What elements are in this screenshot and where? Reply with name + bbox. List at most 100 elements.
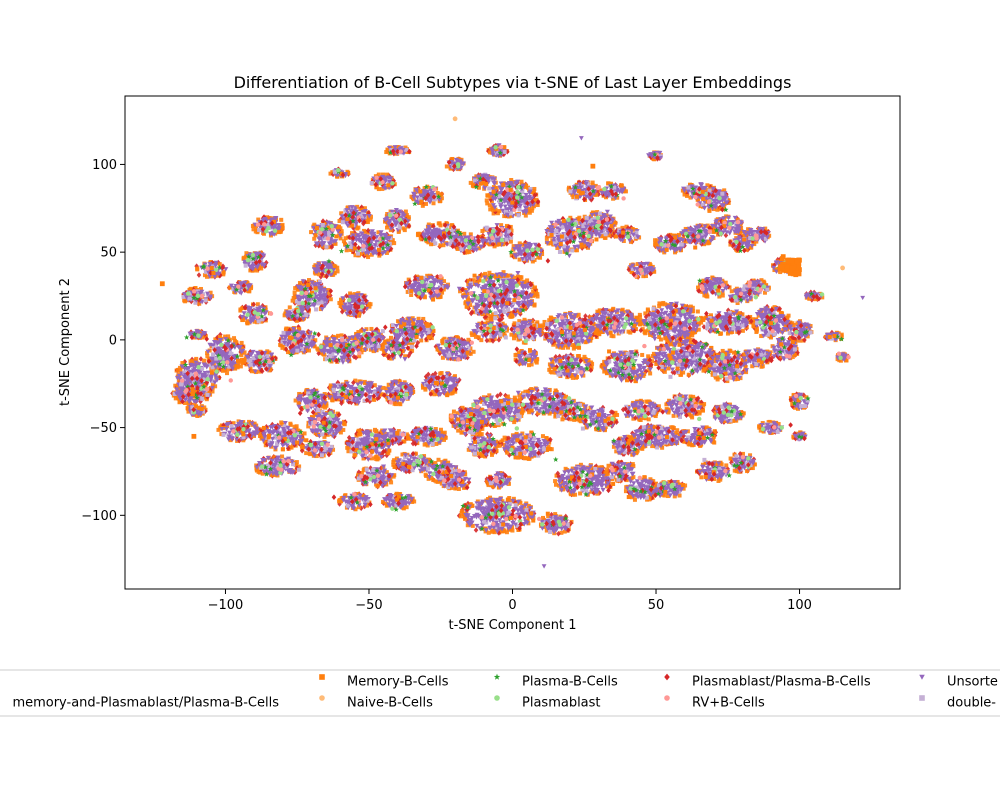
data-point bbox=[725, 466, 730, 472]
data-point bbox=[392, 473, 397, 478]
data-point bbox=[367, 304, 372, 309]
data-point bbox=[490, 338, 496, 344]
data-point bbox=[434, 441, 439, 446]
data-point bbox=[487, 393, 492, 398]
data-point bbox=[322, 342, 327, 347]
data-point bbox=[712, 476, 717, 481]
data-point bbox=[472, 332, 477, 337]
data-point bbox=[468, 303, 473, 308]
data-point bbox=[518, 276, 523, 281]
data-point bbox=[496, 337, 502, 343]
data-point bbox=[395, 319, 400, 324]
data-point bbox=[666, 494, 671, 499]
data-point bbox=[313, 338, 318, 343]
data-point bbox=[730, 418, 735, 423]
data-point bbox=[431, 328, 436, 333]
data-point bbox=[241, 420, 246, 425]
data-point bbox=[294, 424, 299, 429]
data-point bbox=[608, 308, 613, 313]
data-point bbox=[695, 309, 700, 314]
data-point bbox=[502, 435, 507, 440]
data-point bbox=[410, 499, 415, 504]
data-point bbox=[225, 371, 230, 376]
data-point bbox=[599, 465, 604, 470]
data-point bbox=[465, 523, 470, 528]
data-point bbox=[358, 505, 364, 511]
data-point bbox=[408, 349, 413, 356]
data-point bbox=[526, 503, 531, 508]
data-point bbox=[597, 310, 602, 315]
data-point bbox=[521, 340, 526, 345]
data-point bbox=[219, 432, 224, 437]
data-point bbox=[380, 499, 385, 504]
data-point bbox=[685, 429, 690, 434]
data-point bbox=[424, 201, 429, 206]
data-point bbox=[438, 223, 443, 228]
data-point bbox=[362, 503, 367, 510]
data-point bbox=[477, 278, 482, 283]
data-point bbox=[681, 486, 686, 491]
data-point bbox=[722, 419, 727, 424]
data-point bbox=[393, 464, 398, 469]
data-point bbox=[548, 436, 553, 443]
data-point bbox=[349, 399, 354, 406]
data-point bbox=[637, 417, 642, 422]
data-point bbox=[297, 327, 302, 332]
data-point bbox=[529, 319, 534, 324]
data-point bbox=[384, 501, 389, 506]
data-point bbox=[299, 447, 305, 454]
data-point bbox=[675, 428, 680, 433]
data-point bbox=[423, 373, 429, 380]
data-point bbox=[481, 423, 486, 428]
data-point bbox=[416, 316, 421, 321]
data-point bbox=[640, 352, 645, 357]
data-point bbox=[589, 336, 594, 341]
data-point bbox=[406, 277, 411, 282]
data-point bbox=[213, 384, 218, 389]
data-point bbox=[232, 338, 237, 343]
data-point bbox=[292, 290, 297, 295]
data-point bbox=[297, 280, 302, 285]
data-point bbox=[265, 350, 270, 355]
data-point bbox=[453, 389, 458, 394]
data-point bbox=[653, 411, 658, 416]
data-point bbox=[618, 436, 623, 441]
data-point bbox=[453, 486, 458, 491]
data-point bbox=[544, 435, 549, 440]
data-point bbox=[205, 392, 210, 397]
data-point bbox=[353, 378, 358, 383]
data-point bbox=[535, 320, 540, 325]
data-point bbox=[314, 454, 319, 459]
data-point bbox=[523, 456, 528, 461]
data-point bbox=[345, 445, 350, 450]
data-point bbox=[426, 458, 431, 463]
data-point bbox=[180, 361, 185, 366]
data-point bbox=[597, 327, 602, 332]
data-point bbox=[359, 328, 364, 333]
data-point bbox=[326, 288, 331, 293]
data-point bbox=[740, 328, 745, 333]
data-point bbox=[351, 379, 356, 386]
data-point bbox=[443, 435, 448, 440]
data-point bbox=[425, 443, 430, 448]
data-point bbox=[394, 399, 399, 404]
data-point bbox=[321, 403, 326, 408]
data-point bbox=[302, 431, 307, 436]
data-point bbox=[711, 407, 716, 414]
data-point bbox=[564, 394, 569, 399]
data-point bbox=[441, 287, 446, 292]
data-point bbox=[715, 462, 720, 467]
data-point bbox=[370, 456, 375, 461]
data-point bbox=[272, 455, 277, 460]
data-point bbox=[671, 413, 676, 418]
data-point bbox=[337, 224, 342, 229]
data-point bbox=[458, 289, 463, 294]
data-point bbox=[727, 402, 732, 407]
data-point bbox=[439, 192, 444, 197]
data-point bbox=[389, 356, 394, 361]
data-point bbox=[241, 255, 246, 260]
data-point bbox=[408, 436, 413, 441]
chart-title: Differentiation of B-Cell Subtypes via t… bbox=[234, 73, 792, 92]
data-point bbox=[248, 358, 253, 363]
data-point bbox=[546, 444, 551, 449]
